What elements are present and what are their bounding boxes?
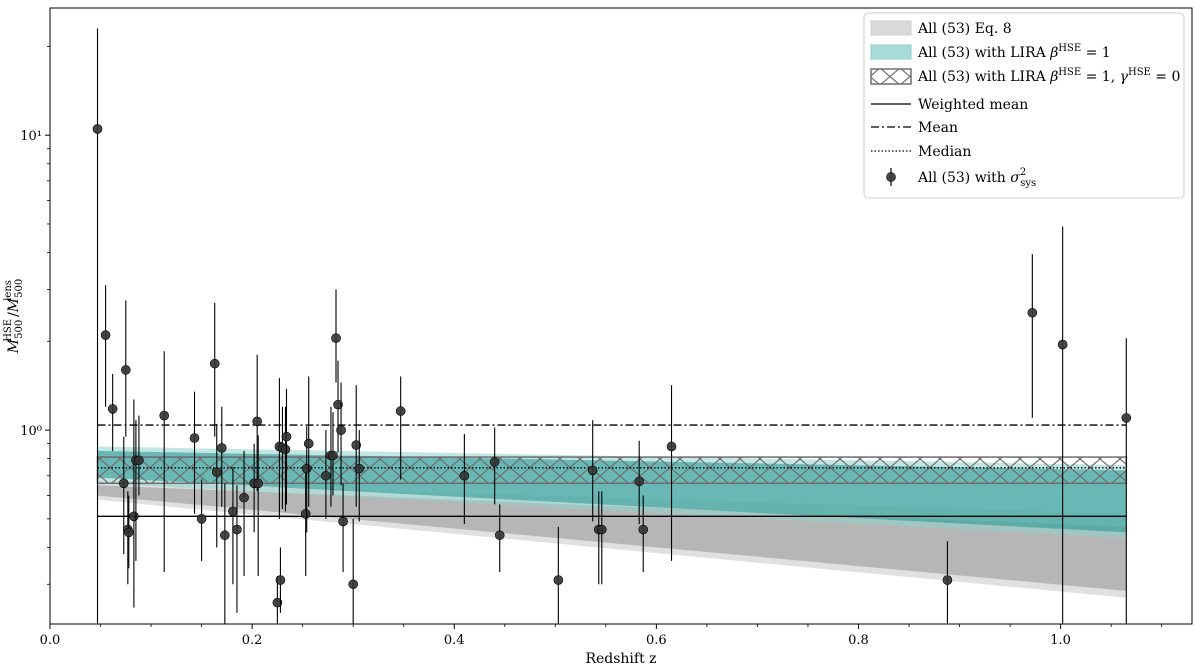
legend-points-label: All (53) with σ2 sys xyxy=(917,167,1036,189)
data-point xyxy=(272,597,283,608)
data-point xyxy=(638,524,649,535)
data-point xyxy=(120,365,131,375)
data-point xyxy=(303,438,314,449)
uncertainty-bands xyxy=(96,446,1128,598)
legend-weighted-mean-label: Weighted mean xyxy=(918,97,1028,113)
data-point xyxy=(301,463,312,474)
data-point xyxy=(196,514,207,524)
data-point xyxy=(159,410,169,421)
data-point xyxy=(217,443,227,453)
data-point xyxy=(209,358,220,369)
plot-frame xyxy=(49,7,1193,625)
data-point xyxy=(321,470,331,481)
data-point xyxy=(666,441,677,452)
y-axis-ticks: 10⁰ 10¹ xyxy=(20,46,50,585)
y-tick-label: 10⁰ xyxy=(20,424,42,439)
data-point xyxy=(134,455,144,466)
data-point xyxy=(587,465,598,476)
data-point xyxy=(336,425,346,435)
x-tick-label: 0.8 xyxy=(848,633,869,648)
x-axis-ticks: 0.0 0.2 0.4 0.6 0.8 1.0 xyxy=(40,624,1163,648)
legend-eq8-label: All (53) Eq. 8 xyxy=(917,21,1012,37)
x-tick-label: 0.2 xyxy=(242,633,263,648)
data-point xyxy=(1027,307,1038,318)
data-point xyxy=(348,579,358,590)
x-tick-label: 0.6 xyxy=(646,633,667,648)
data-point xyxy=(395,406,406,416)
legend-frame xyxy=(863,12,1185,199)
data-point xyxy=(124,527,134,538)
data-point xyxy=(100,330,111,340)
data-point xyxy=(354,463,365,474)
y-axis-label-text: M500HSE/M500lens xyxy=(3,279,25,354)
legend-median-label: Median xyxy=(918,144,971,160)
legend-lira-label: All (53) with LIRA βHSE = 1 xyxy=(917,43,1111,61)
data-point xyxy=(494,530,505,541)
data-point xyxy=(338,516,348,527)
data-point xyxy=(553,575,564,585)
data-point xyxy=(596,524,607,535)
x-tick-label: 1.0 xyxy=(1050,633,1071,648)
data-point xyxy=(232,524,242,535)
legend-lira-gamma-label: All (53) with LIRA βHSE = 1, γHSE = 0 xyxy=(917,67,1180,85)
legend: All (53) Eq. 8 All (53) with LIRA βHSE =… xyxy=(863,12,1185,199)
data-points xyxy=(92,28,1132,624)
data-point xyxy=(92,124,103,134)
data-point xyxy=(459,470,470,481)
data-point xyxy=(239,492,249,503)
data-point xyxy=(280,444,291,455)
data-point xyxy=(942,575,953,585)
data-point xyxy=(275,575,286,585)
legend-eq8-swatch xyxy=(870,20,912,36)
eq8-band-inner xyxy=(97,485,1127,591)
data-point xyxy=(333,399,343,410)
legend-points-marker xyxy=(886,172,896,182)
data-point xyxy=(1121,413,1132,423)
data-point xyxy=(281,431,292,442)
data-point xyxy=(107,404,118,414)
legend-lira-prefix: All (53) with LIRA xyxy=(917,45,1050,61)
data-point xyxy=(331,333,341,343)
data-point xyxy=(634,476,644,487)
x-tick-label: 0.4 xyxy=(444,633,465,648)
data-point xyxy=(328,450,338,461)
data-point xyxy=(300,509,311,519)
data-point xyxy=(211,467,222,477)
y-tick-label: 10¹ xyxy=(20,129,42,144)
x-axis-label: Redshift z xyxy=(585,651,656,667)
data-point xyxy=(489,457,500,467)
data-point xyxy=(253,478,263,489)
reference-lines xyxy=(97,424,1127,517)
data-point xyxy=(228,506,238,517)
y-axis-label: M500HSE/M500lens xyxy=(3,279,25,354)
data-point xyxy=(351,440,362,450)
data-point xyxy=(189,433,200,443)
data-point xyxy=(1057,339,1068,350)
legend-lira-gamma-swatch xyxy=(870,68,912,85)
legend-mean-label: Mean xyxy=(918,120,958,136)
data-point xyxy=(118,478,129,489)
legend-lira-swatch xyxy=(870,44,912,60)
data-point xyxy=(129,511,139,522)
x-tick-label: 0.0 xyxy=(40,633,61,648)
data-point xyxy=(252,416,262,427)
data-point xyxy=(220,530,230,541)
